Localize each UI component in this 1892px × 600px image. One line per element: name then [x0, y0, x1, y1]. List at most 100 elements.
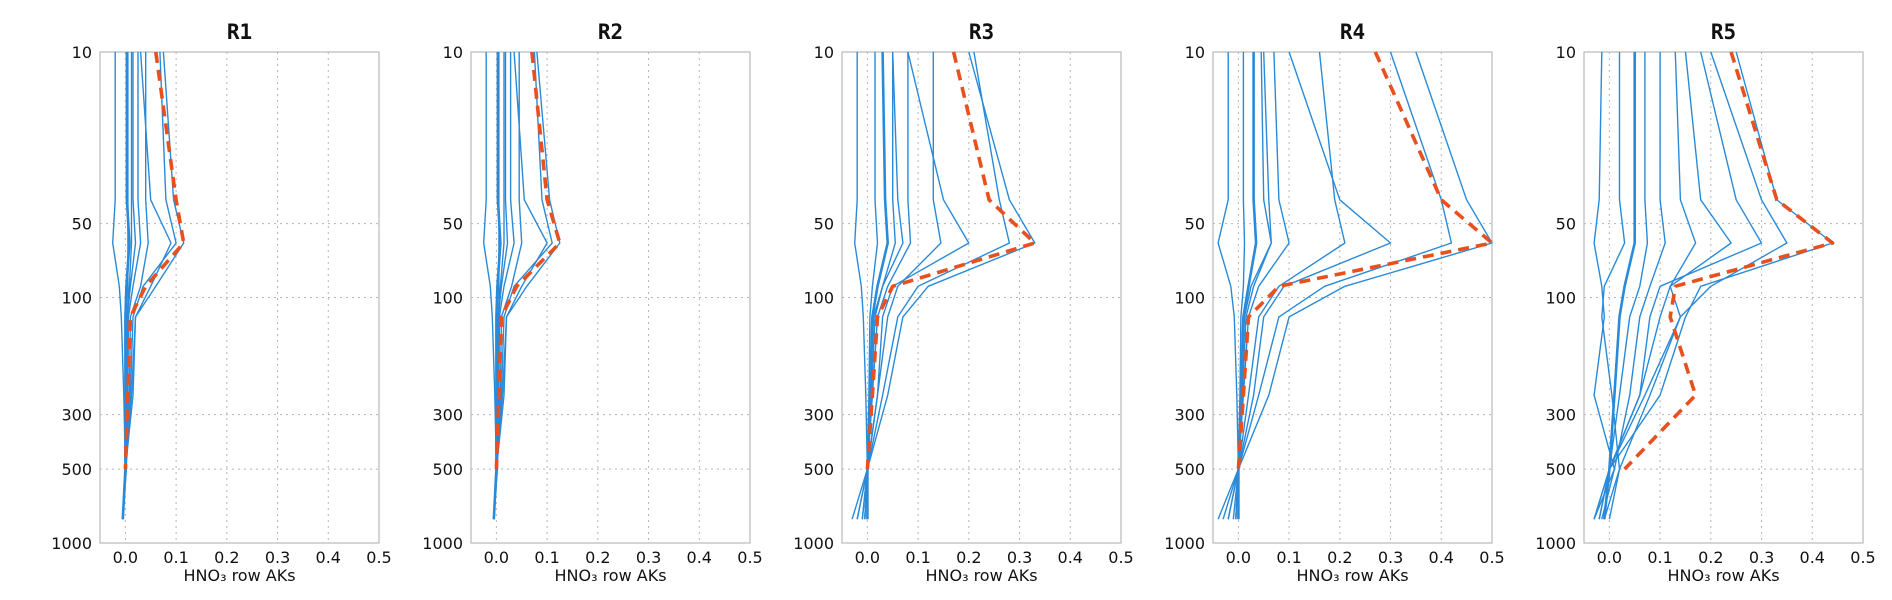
- x-tick-label: 0.0: [855, 548, 880, 567]
- y-tick-label: 100: [432, 289, 463, 308]
- x-tick-label: 0.4: [1429, 548, 1454, 567]
- y-tick-label: 1000: [51, 534, 92, 553]
- series-group: [1593, 51, 1835, 520]
- ak-series-line-6: [1217, 51, 1493, 520]
- y-tick-label: 300: [1545, 406, 1576, 425]
- y-tick-label: 1000: [1535, 534, 1576, 553]
- y-tick-label: 10: [814, 43, 834, 62]
- series-group: [851, 51, 1037, 520]
- y-tick-label: 50: [1185, 215, 1205, 234]
- y-tick-label: 10: [1556, 43, 1576, 62]
- y-tick-label: 300: [1174, 406, 1205, 425]
- x-tick-label: 0.3: [1378, 548, 1403, 567]
- y-tick-label: 300: [61, 406, 92, 425]
- x-tick-label: 0.3: [1007, 548, 1032, 567]
- x-tick-label: 0.0: [484, 548, 509, 567]
- x-tick-label: 0.5: [1479, 548, 1504, 567]
- chart-panel-r5: R5 10 50 100 300 500 1000 0.0 0.1 0.2 0.3 0.4 0.5 HNO…: [1535, 20, 1875, 585]
- x-axis-label: HNO₃ row AKs: [554, 566, 666, 585]
- ak-series-line-6: [851, 51, 1036, 520]
- series-group: [483, 51, 562, 520]
- ak-series-line-8: [1598, 51, 1732, 520]
- ak-series-line-0: [1217, 52, 1240, 520]
- x-tick-label: 0.0: [1597, 548, 1622, 567]
- ak-series-line-9: [861, 51, 970, 520]
- y-tick-label: 1000: [422, 534, 463, 553]
- y-tick-label: 300: [803, 406, 834, 425]
- y-tick-label: 500: [1545, 460, 1576, 479]
- x-tick-label: 0.3: [265, 548, 290, 567]
- ak-series-line-3: [1603, 52, 1649, 520]
- y-tick-label: 100: [1545, 289, 1576, 308]
- highlight-series-line: [1236, 51, 1494, 470]
- plot-frame: [1212, 51, 1493, 544]
- ak-series-line-2: [1603, 52, 1636, 520]
- x-tick-label: 0.0: [1226, 548, 1251, 567]
- ak-series-line-0: [854, 52, 869, 520]
- panel-title: R4: [1340, 20, 1365, 44]
- x-tick-label: 0.3: [1749, 548, 1774, 567]
- x-axis-label: HNO₃ row AKs: [183, 566, 295, 585]
- y-tick-label: 500: [61, 460, 92, 479]
- y-tick-label: 500: [803, 460, 834, 479]
- x-tick-label: 0.3: [636, 548, 661, 567]
- x-axis-label: HNO₃ row AKs: [925, 566, 1037, 585]
- ak-series-line-7: [1603, 51, 1788, 520]
- y-tick-label: 10: [72, 43, 92, 62]
- ak-series-line-9: [493, 51, 548, 520]
- y-tick-label: 1000: [1164, 534, 1205, 553]
- plot-frame: [841, 51, 1122, 544]
- y-tick-label: 100: [1174, 289, 1205, 308]
- x-tick-label: 0.4: [316, 548, 341, 567]
- y-tick-label: 100: [803, 289, 834, 308]
- y-tick-label: 500: [1174, 460, 1205, 479]
- y-tick-label: 10: [443, 43, 463, 62]
- ak-series-line-8: [1235, 51, 1273, 520]
- chart-panel-r2: R2 10 50 100 300 500 1000 0.0 0.1 0.2 0.3 0.4 0.5 HNO…: [422, 20, 762, 585]
- x-tick-label: 0.1: [163, 548, 188, 567]
- x-tick-label: 0.0: [113, 548, 138, 567]
- x-tick-label: 0.5: [366, 548, 391, 567]
- y-tick-label: 50: [814, 215, 834, 234]
- ak-series-line-9: [1593, 51, 1763, 520]
- x-tick-label: 0.2: [1698, 548, 1723, 567]
- panel-title: R3: [969, 20, 994, 44]
- y-tick-label: 50: [72, 215, 92, 234]
- x-tick-label: 0.4: [687, 548, 712, 567]
- highlight-series-line: [494, 51, 562, 470]
- y-tick-label: 300: [432, 406, 463, 425]
- series-group: [111, 51, 186, 520]
- y-tick-label: 10: [1185, 43, 1205, 62]
- x-tick-label: 0.2: [585, 548, 610, 567]
- ak-series-line-1: [1601, 52, 1626, 520]
- highlight-series-line: [123, 51, 186, 470]
- ak-series-line-4: [1601, 52, 1666, 520]
- x-tick-label: 0.2: [956, 548, 981, 567]
- panel-title: R5: [1711, 20, 1736, 44]
- series-group: [1217, 51, 1494, 520]
- panel-title: R1: [227, 20, 252, 44]
- plot-frame: [470, 51, 751, 544]
- y-tick-label: 1000: [793, 534, 834, 553]
- ak-series-line-5: [1227, 51, 1346, 520]
- x-tick-label: 0.5: [737, 548, 762, 567]
- panel-title: R2: [598, 20, 623, 44]
- chart-panel-r4: R4 10 50 100 300 500 1000 0.0 0.1 0.2 0.3 0.4 0.5 HNO…: [1164, 20, 1504, 585]
- x-tick-label: 0.1: [534, 548, 559, 567]
- x-tick-label: 0.5: [1850, 548, 1875, 567]
- x-tick-label: 0.2: [1327, 548, 1352, 567]
- x-tick-label: 0.2: [214, 548, 239, 567]
- highlight-series-line: [865, 51, 1037, 470]
- chart-panel-r3: R3 10 50 100 300 500 1000 0.0 0.1 0.2 0.3 0.4 0.5 HNO…: [793, 20, 1133, 585]
- ak-series-line-1: [111, 52, 127, 520]
- highlight-series-line: [1623, 51, 1835, 471]
- x-tick-label: 0.5: [1108, 548, 1133, 567]
- chart-panel-r1: R1 10 50 100 300 500 1000 0.0 0.1 0.2 0.3 0.4 0.5 HNO…: [51, 20, 391, 585]
- x-tick-label: 0.4: [1800, 548, 1825, 567]
- x-tick-label: 0.1: [1647, 548, 1672, 567]
- ak-series-line-8: [864, 51, 904, 520]
- y-tick-label: 50: [1556, 215, 1576, 234]
- x-tick-label: 0.4: [1058, 548, 1083, 567]
- x-axis-label: HNO₃ row AKs: [1296, 566, 1408, 585]
